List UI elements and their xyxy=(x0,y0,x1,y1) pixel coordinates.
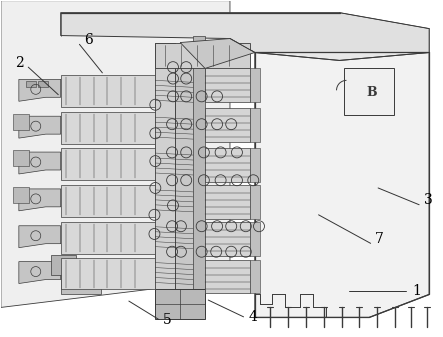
Polygon shape xyxy=(255,53,429,317)
Text: B: B xyxy=(366,86,377,99)
Text: 7: 7 xyxy=(375,232,384,246)
Polygon shape xyxy=(205,68,250,102)
Polygon shape xyxy=(155,289,205,319)
Polygon shape xyxy=(255,29,429,60)
Polygon shape xyxy=(250,148,260,182)
Polygon shape xyxy=(180,38,255,68)
Polygon shape xyxy=(250,185,260,219)
Polygon shape xyxy=(13,150,29,166)
Polygon shape xyxy=(19,262,61,283)
Polygon shape xyxy=(19,116,61,138)
Polygon shape xyxy=(250,222,260,256)
Polygon shape xyxy=(250,108,260,142)
Text: 1: 1 xyxy=(412,284,421,298)
Polygon shape xyxy=(193,35,205,314)
Polygon shape xyxy=(205,185,250,219)
Text: 4: 4 xyxy=(249,310,258,324)
Polygon shape xyxy=(61,275,101,295)
Polygon shape xyxy=(61,257,155,289)
Polygon shape xyxy=(19,152,61,174)
Polygon shape xyxy=(250,68,260,102)
Polygon shape xyxy=(19,226,61,248)
Polygon shape xyxy=(26,81,36,87)
Polygon shape xyxy=(61,222,155,254)
Polygon shape xyxy=(19,189,61,211)
Text: 3: 3 xyxy=(424,193,432,207)
Polygon shape xyxy=(13,114,29,130)
Polygon shape xyxy=(38,81,48,87)
Polygon shape xyxy=(13,187,29,203)
Text: 2: 2 xyxy=(15,56,24,70)
Polygon shape xyxy=(205,148,250,182)
Text: 5: 5 xyxy=(163,312,172,327)
Polygon shape xyxy=(250,259,260,294)
Polygon shape xyxy=(61,185,155,217)
Polygon shape xyxy=(175,53,195,314)
Polygon shape xyxy=(205,259,250,294)
Polygon shape xyxy=(205,108,250,142)
Polygon shape xyxy=(61,148,155,180)
Polygon shape xyxy=(61,75,155,107)
Polygon shape xyxy=(345,68,394,115)
Text: 6: 6 xyxy=(84,33,93,47)
Polygon shape xyxy=(155,42,250,68)
Polygon shape xyxy=(61,13,429,53)
Polygon shape xyxy=(19,80,61,101)
Polygon shape xyxy=(51,255,76,275)
Polygon shape xyxy=(155,42,175,309)
Polygon shape xyxy=(1,1,230,307)
Polygon shape xyxy=(61,112,155,144)
Polygon shape xyxy=(205,222,250,256)
